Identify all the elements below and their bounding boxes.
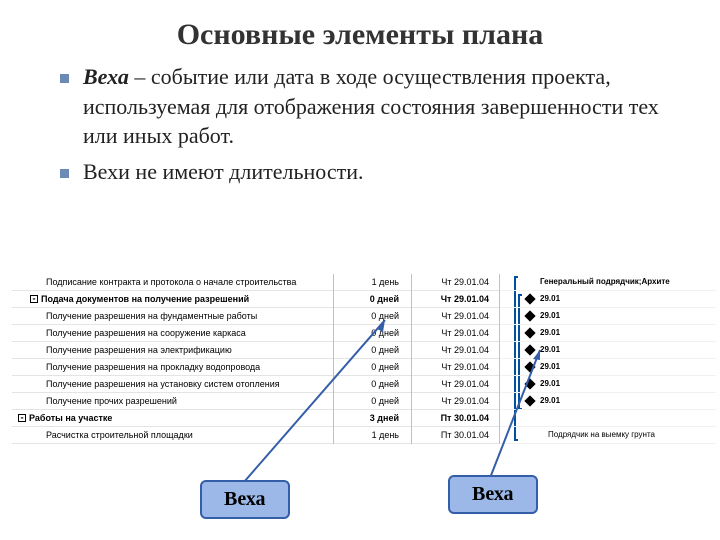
task-name-cell: Получение разрешения на фундаментные раб… — [12, 308, 333, 325]
milestone-diamond-icon — [524, 310, 535, 321]
task-name-column: Подписание контракта и протокола о начал… — [12, 274, 334, 444]
body-text: Веха – событие или дата в ходе осуществл… — [0, 52, 720, 187]
milestone-diamond-icon — [524, 344, 535, 355]
definition-text: – событие или дата в ходе осуществления … — [83, 64, 659, 148]
task-name-cell: Расчистка строительной площадки — [12, 427, 333, 444]
bullet-content: Веха – событие или дата в ходе осуществл… — [83, 62, 680, 151]
date-cell: Чт 29.01.04 — [412, 274, 499, 291]
duration-cell: 0 дней — [334, 325, 411, 342]
gantt-top-caption: Генеральный подрядчик;Архите — [540, 277, 670, 286]
milestone-date-label: 29.01 — [540, 396, 560, 405]
task-name-cell: Получение разрешения на сооружение карка… — [12, 325, 333, 342]
duration-cell: 0 дней — [334, 342, 411, 359]
duration-cell: 0 дней — [334, 376, 411, 393]
bullet-text: Вехи не имеют длительности. — [83, 157, 364, 187]
gantt-row: 29.01 — [500, 393, 716, 410]
date-cell: Чт 29.01.04 — [412, 393, 499, 410]
date-cell: Чт 29.01.04 — [412, 308, 499, 325]
date-cell: Пт 30.01.04 — [412, 410, 499, 427]
gantt-bottom-caption: Подрядчик на выемку грунта — [548, 430, 655, 439]
duration-cell: 0 дней — [334, 291, 411, 308]
duration-cell: 0 дней — [334, 393, 411, 410]
task-name-cell: Получение разрешения на установку систем… — [12, 376, 333, 393]
duration-cell: 3 дней — [334, 410, 411, 427]
callout-right: Веха — [448, 475, 538, 514]
date-cell: Чт 29.01.04 — [412, 359, 499, 376]
gantt-row: Генеральный подрядчик;Архите — [500, 274, 716, 291]
milestone-diamond-icon — [524, 327, 535, 338]
duration-cell: 0 дней — [334, 308, 411, 325]
duration-cell: 0 дней — [334, 359, 411, 376]
gantt-row: Подрядчик на выемку грунта — [500, 427, 716, 444]
milestone-date-label: 29.01 — [540, 362, 560, 371]
gantt-chart-column: Генеральный подрядчик;Архите 29.01 29.01 29… — [500, 274, 716, 444]
milestone-diamond-icon — [524, 293, 535, 304]
bullet-marker — [60, 74, 69, 83]
milestone-date-label: 29.01 — [540, 379, 560, 388]
milestone-date-label: 29.01 — [540, 345, 560, 354]
gantt-row: 29.01 — [500, 325, 716, 342]
milestone-diamond-icon — [524, 395, 535, 406]
gantt-row: 29.01 — [500, 359, 716, 376]
duration-cell: 1 день — [334, 427, 411, 444]
bullet-item: Веха – событие или дата в ходе осуществл… — [60, 62, 680, 151]
outline-toggle-icon[interactable]: - — [18, 414, 26, 422]
duration-column: 1 день0 дней0 дней0 дней0 дней0 дней0 дн… — [334, 274, 412, 444]
task-name-cell: -Подача документов на получение разрешен… — [12, 291, 333, 308]
gantt-screenshot: Подписание контракта и протокола о начал… — [12, 274, 716, 444]
outline-toggle-icon[interactable]: - — [30, 295, 38, 303]
bullet-marker — [60, 169, 69, 178]
date-column: Чт 29.01.04Чт 29.01.04Чт 29.01.04Чт 29.0… — [412, 274, 500, 444]
gantt-row: 29.01 — [500, 376, 716, 393]
gantt-row: 29.01 — [500, 342, 716, 359]
callout-left: Веха — [200, 480, 290, 519]
gantt-row: 29.01 — [500, 291, 716, 308]
task-name-cell: Получение разрешения на электрификацию — [12, 342, 333, 359]
term: Веха — [83, 64, 129, 89]
date-cell: Чт 29.01.04 — [412, 325, 499, 342]
duration-cell: 1 день — [334, 274, 411, 291]
gantt-row — [500, 410, 716, 427]
bullet-item: Вехи не имеют длительности. — [60, 157, 680, 187]
task-name-cell: Получение прочих разрешений — [12, 393, 333, 410]
date-cell: Пт 30.01.04 — [412, 427, 499, 444]
date-cell: Чт 29.01.04 — [412, 342, 499, 359]
milestone-diamond-icon — [524, 361, 535, 372]
milestone-date-label: 29.01 — [540, 328, 560, 337]
slide-title: Основные элементы плана — [0, 0, 720, 52]
date-cell: Чт 29.01.04 — [412, 376, 499, 393]
milestone-date-label: 29.01 — [540, 311, 560, 320]
date-cell: Чт 29.01.04 — [412, 291, 499, 308]
task-name-cell: Получение разрешения на прокладку водопр… — [12, 359, 333, 376]
task-name-cell: -Работы на участке — [12, 410, 333, 427]
gantt-row: 29.01 — [500, 308, 716, 325]
task-name-cell: Подписание контракта и протокола о начал… — [12, 274, 333, 291]
milestone-date-label: 29.01 — [540, 294, 560, 303]
milestone-diamond-icon — [524, 378, 535, 389]
